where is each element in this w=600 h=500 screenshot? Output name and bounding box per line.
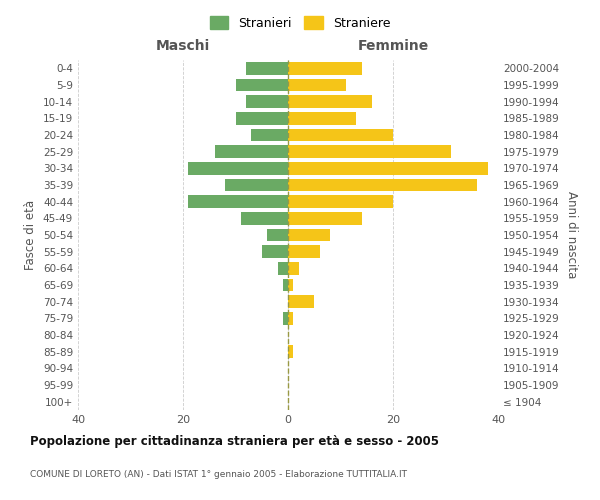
Bar xyxy=(288,229,330,241)
Bar xyxy=(215,146,288,158)
Bar xyxy=(288,162,487,174)
Bar xyxy=(288,212,361,224)
Bar xyxy=(288,96,372,108)
Bar xyxy=(188,196,288,208)
Bar xyxy=(225,179,288,192)
Bar xyxy=(288,296,314,308)
Text: COMUNE DI LORETO (AN) - Dati ISTAT 1° gennaio 2005 - Elaborazione TUTTITALIA.IT: COMUNE DI LORETO (AN) - Dati ISTAT 1° ge… xyxy=(30,470,407,479)
Bar xyxy=(246,96,288,108)
Bar xyxy=(288,129,393,141)
Bar xyxy=(288,346,293,358)
Bar xyxy=(235,79,288,92)
Bar xyxy=(288,112,356,124)
Bar xyxy=(283,279,288,291)
Bar xyxy=(288,312,293,324)
Bar xyxy=(288,262,299,274)
Bar xyxy=(288,62,361,74)
Bar xyxy=(288,279,293,291)
Bar xyxy=(288,79,346,92)
Bar xyxy=(235,112,288,124)
Y-axis label: Anni di nascita: Anni di nascita xyxy=(565,192,578,278)
Bar xyxy=(251,129,288,141)
Bar xyxy=(288,179,477,192)
Bar xyxy=(288,146,451,158)
Bar xyxy=(283,312,288,324)
Y-axis label: Fasce di età: Fasce di età xyxy=(25,200,37,270)
Bar xyxy=(288,246,320,258)
Text: Maschi: Maschi xyxy=(156,40,210,54)
Bar xyxy=(188,162,288,174)
Bar xyxy=(277,262,288,274)
Bar xyxy=(262,246,288,258)
Legend: Stranieri, Straniere: Stranieri, Straniere xyxy=(205,11,395,35)
Bar xyxy=(241,212,288,224)
Bar xyxy=(288,196,393,208)
Bar xyxy=(246,62,288,74)
Text: Popolazione per cittadinanza straniera per età e sesso - 2005: Popolazione per cittadinanza straniera p… xyxy=(30,435,439,448)
Text: Femmine: Femmine xyxy=(358,40,428,54)
Bar xyxy=(267,229,288,241)
